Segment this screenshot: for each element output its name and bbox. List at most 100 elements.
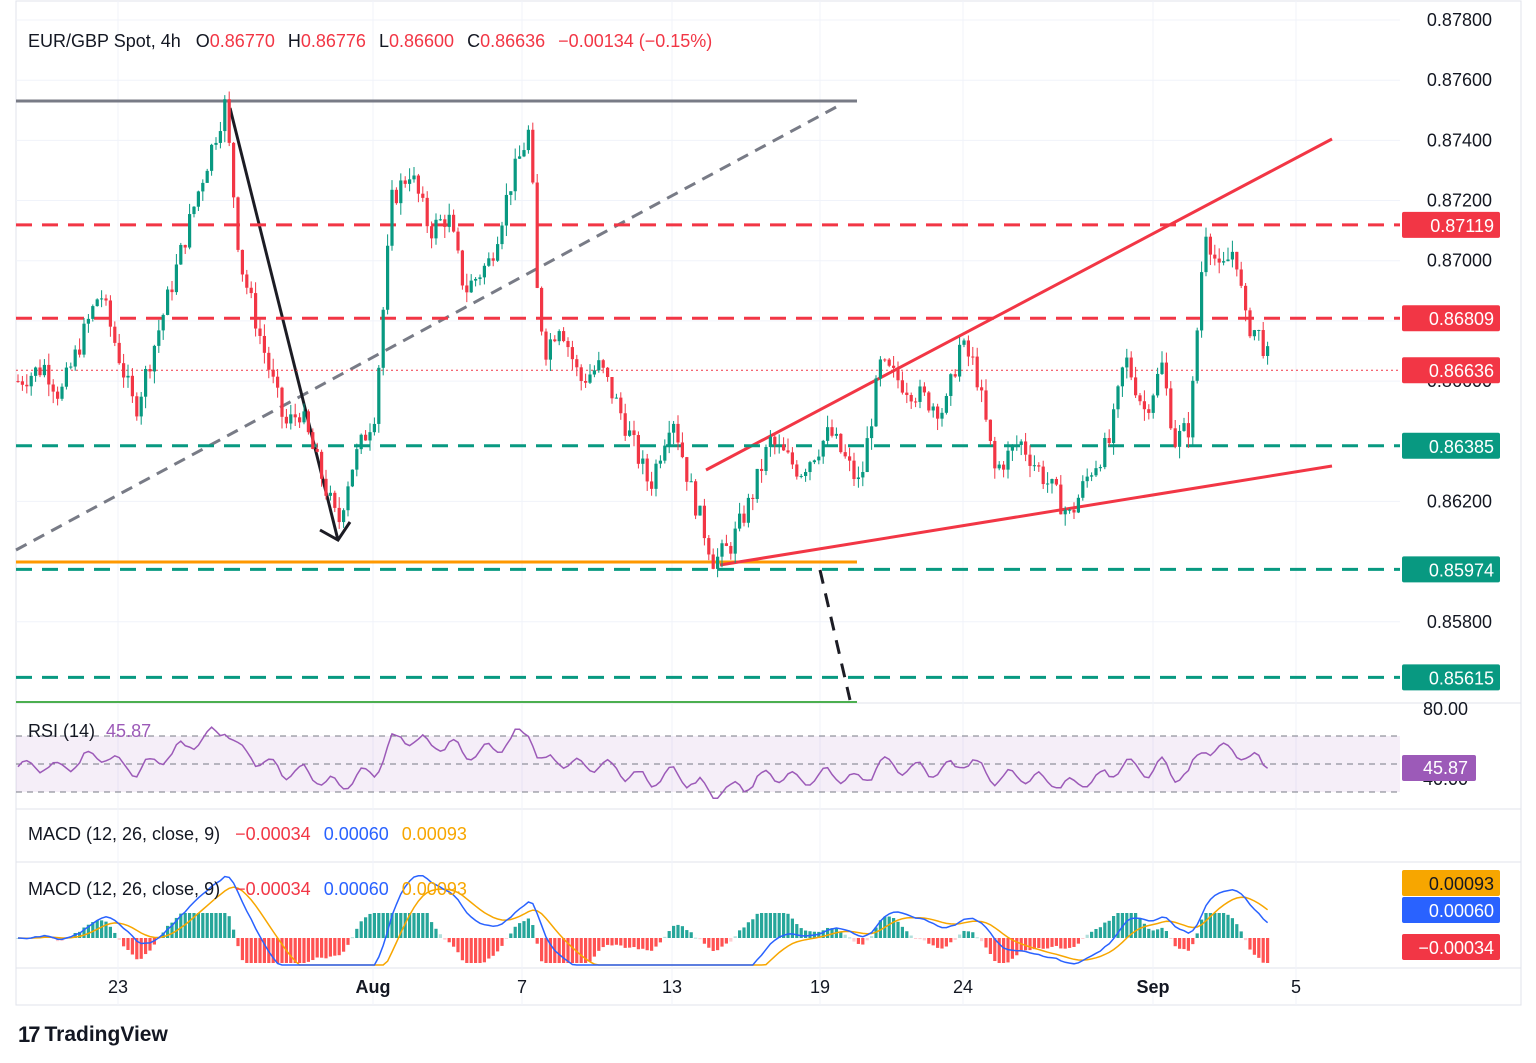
candle-body <box>306 411 310 433</box>
candle-body <box>210 144 214 171</box>
candle-body <box>826 427 830 441</box>
macd-histogram-bar <box>1116 913 1120 938</box>
candle-body <box>1266 346 1270 356</box>
candle-body <box>751 497 755 500</box>
macd-histogram-bar <box>764 913 768 938</box>
candle-body <box>64 367 68 387</box>
candle-body <box>271 369 275 377</box>
macd-histogram-bar <box>298 938 302 963</box>
candle-body <box>896 367 900 381</box>
candle-body <box>1129 357 1133 378</box>
candle-body <box>553 339 557 342</box>
candle-body <box>645 458 649 482</box>
drawing-tools <box>15 99 1400 703</box>
symbol-legend: EUR/GBP Spot, 4h O0.86770 H0.86776 L0.86… <box>28 31 712 52</box>
macd-histogram-bar <box>289 938 293 963</box>
macd-label-2[interactable]: MACD (12, 26, close, 9) <box>28 879 221 899</box>
rsi-label[interactable]: RSI (14) <box>28 721 96 741</box>
macd-histogram-bar <box>113 932 117 938</box>
price-tick-label: 0.85800 <box>1427 612 1492 632</box>
macd-histogram-bar <box>474 938 478 963</box>
candle-body <box>1037 465 1041 467</box>
macd-histogram-bar <box>399 913 403 938</box>
macd-histogram-bar <box>293 938 297 963</box>
macd-histogram-bar <box>1147 928 1151 938</box>
macd-histogram-bar <box>513 926 517 938</box>
macd-histogram-bar <box>1230 918 1234 938</box>
candle-body <box>1257 330 1261 332</box>
macd-histogram-bar <box>372 913 376 938</box>
tradingview-brand[interactable]: 17 TradingView <box>18 1022 168 1048</box>
price-label-badge <box>1402 556 1500 583</box>
macd-histogram-bar <box>465 938 469 963</box>
candle-body <box>469 280 473 293</box>
macd-histogram-bar <box>1226 914 1230 938</box>
candle-body <box>394 189 398 204</box>
candle-body <box>588 374 592 383</box>
price-label-text: 0.85974 <box>1429 560 1494 580</box>
macd-histogram-bar <box>482 938 486 963</box>
macd-histogram-bar <box>927 938 931 944</box>
candle-body <box>509 191 513 195</box>
candle-body <box>1261 330 1265 356</box>
candle-body <box>575 359 579 368</box>
high-value: 0.86776 <box>300 31 366 51</box>
candle-body <box>610 376 614 399</box>
macd-histogram-bar <box>526 918 530 938</box>
candle-body <box>192 206 196 215</box>
candle-body <box>452 214 456 232</box>
macd-histogram-bar <box>962 930 966 938</box>
macd-histogram-bar <box>689 932 693 938</box>
macd-histogram-bar <box>1046 938 1050 949</box>
candle-body <box>1072 509 1076 513</box>
macd-histogram-bar <box>856 938 860 944</box>
candle-body <box>619 397 623 414</box>
time-tick-label: 24 <box>953 977 973 997</box>
candle-body <box>412 175 416 180</box>
candle-body <box>337 507 341 523</box>
candle-body <box>135 396 139 417</box>
macd-histogram-bar <box>355 928 359 938</box>
macd-histogram-bar <box>425 913 429 938</box>
macd-histogram-bar <box>755 913 759 938</box>
macd-histogram-bar <box>562 938 566 963</box>
macd-legend: MACD (12, 26, close, 9) −0.00034 0.00060… <box>28 824 467 845</box>
macd-histogram-bar <box>1156 929 1160 938</box>
candle-body <box>390 189 394 246</box>
macd-label[interactable]: MACD (12, 26, close, 9) <box>28 824 221 844</box>
macd-histogram-bar <box>786 913 790 938</box>
macd-histogram-bar <box>1054 938 1058 946</box>
macd-histogram-bar <box>614 938 618 945</box>
macd-histogram-bar <box>469 938 473 963</box>
candle-body <box>267 352 271 370</box>
candle-body <box>425 197 429 227</box>
candle-body <box>729 545 733 554</box>
macd-histogram-bar <box>751 919 755 938</box>
macd-histogram-bar <box>364 917 368 938</box>
macd-histogram-bar <box>1107 920 1111 938</box>
symbol-title[interactable]: EUR/GBP Spot, 4h <box>28 31 181 51</box>
candle-body <box>346 486 350 511</box>
price-tick-label: 0.87400 <box>1427 130 1492 150</box>
candle-body <box>232 142 236 198</box>
macd-histogram-bar <box>905 931 909 938</box>
macd-histogram-bar <box>1173 938 1177 947</box>
macd-histogram-bar <box>1261 938 1265 963</box>
candle-body <box>936 406 940 419</box>
macd-histogram-bar <box>694 937 698 939</box>
macd-histogram-bar <box>746 922 750 938</box>
grid-lines <box>15 0 1522 1006</box>
candle-body <box>1050 478 1054 484</box>
macd-histogram-bar <box>892 918 896 938</box>
candle-body <box>940 412 944 419</box>
candle-body <box>126 375 130 378</box>
macd-histogram-bar <box>302 938 306 963</box>
candle-body <box>526 129 530 151</box>
macd-signal-value: 0.00093 <box>401 824 467 844</box>
candle-body <box>1252 330 1256 337</box>
macd-line <box>17 875 1269 966</box>
macd-histogram-bar <box>135 938 139 960</box>
macd-histogram-bar <box>628 938 632 948</box>
candle-body <box>311 432 315 450</box>
